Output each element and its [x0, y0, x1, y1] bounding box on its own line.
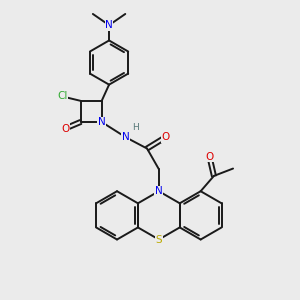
Text: N: N: [98, 117, 106, 127]
Text: S: S: [155, 235, 162, 244]
Text: H: H: [132, 123, 139, 132]
Text: O: O: [61, 124, 69, 134]
Text: O: O: [161, 132, 170, 142]
Text: O: O: [206, 152, 214, 162]
Text: Cl: Cl: [57, 92, 68, 101]
Text: N: N: [105, 20, 113, 30]
Text: N: N: [155, 186, 163, 196]
Text: N: N: [122, 132, 130, 142]
